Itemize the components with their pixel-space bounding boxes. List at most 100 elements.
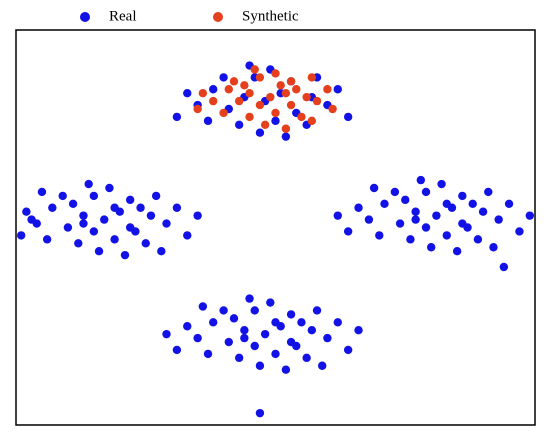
- point: [125, 223, 135, 232]
- point: [343, 112, 353, 122]
- point: [307, 326, 317, 335]
- legend-marker: [213, 12, 223, 22]
- point: [286, 77, 296, 86]
- point: [333, 211, 342, 220]
- point: [183, 322, 192, 331]
- point: [224, 85, 233, 94]
- point: [100, 215, 109, 224]
- point: [276, 81, 285, 90]
- point: [245, 112, 254, 122]
- point: [260, 120, 270, 129]
- point: [105, 183, 114, 193]
- legend: Real Synthetic: [80, 8, 299, 24]
- point: [323, 333, 332, 343]
- point: [146, 211, 156, 220]
- point: [281, 365, 291, 374]
- point: [250, 306, 259, 315]
- point: [84, 179, 93, 189]
- point: [255, 408, 265, 418]
- point: [68, 199, 78, 208]
- point: [395, 219, 405, 228]
- points: [16, 61, 535, 418]
- point: [266, 298, 275, 307]
- point: [411, 215, 420, 224]
- point: [494, 215, 503, 224]
- point: [151, 191, 161, 201]
- point: [292, 85, 301, 94]
- point: [234, 353, 244, 363]
- point: [219, 73, 228, 82]
- point: [229, 314, 239, 323]
- point: [468, 199, 477, 208]
- point: [421, 187, 431, 197]
- point: [343, 227, 353, 236]
- point: [333, 318, 342, 327]
- point: [421, 223, 431, 232]
- point: [58, 191, 67, 201]
- point: [120, 250, 130, 260]
- point: [245, 89, 254, 98]
- point: [297, 318, 306, 327]
- point: [94, 247, 104, 256]
- point: [48, 203, 57, 212]
- point: [432, 211, 441, 220]
- point: [484, 187, 493, 197]
- point: [271, 318, 280, 327]
- point: [136, 203, 145, 212]
- point: [255, 100, 265, 110]
- point: [16, 231, 26, 240]
- point: [281, 124, 291, 133]
- point: [328, 104, 337, 114]
- point: [255, 128, 265, 137]
- point: [380, 199, 389, 208]
- point: [489, 243, 498, 252]
- point: [390, 187, 400, 197]
- point: [255, 73, 265, 82]
- point: [333, 85, 342, 94]
- point: [234, 120, 244, 129]
- point: [411, 207, 420, 216]
- point: [318, 361, 327, 370]
- point: [401, 195, 410, 205]
- point: [198, 89, 208, 98]
- point: [209, 318, 218, 327]
- point: [437, 179, 446, 189]
- point: [209, 96, 218, 106]
- point: [172, 345, 182, 355]
- point: [416, 175, 426, 185]
- point: [172, 203, 182, 212]
- point: [172, 112, 182, 122]
- point: [307, 73, 317, 82]
- point: [193, 104, 202, 114]
- point: [240, 81, 249, 90]
- point: [79, 211, 88, 220]
- point: [74, 239, 83, 248]
- point: [89, 191, 99, 201]
- point: [406, 235, 415, 244]
- point: [286, 310, 296, 319]
- point: [354, 326, 363, 335]
- point: [302, 353, 311, 363]
- point: [162, 329, 171, 339]
- point: [504, 199, 514, 208]
- point: [473, 235, 483, 244]
- point: [250, 65, 259, 74]
- point: [307, 116, 317, 126]
- point: [286, 337, 296, 347]
- point: [240, 333, 249, 343]
- point: [250, 341, 259, 351]
- point: [312, 306, 322, 315]
- point: [219, 306, 228, 315]
- point: [183, 231, 192, 240]
- point: [209, 85, 218, 94]
- plot-frame: [15, 29, 536, 426]
- point: [224, 337, 233, 347]
- point: [312, 96, 322, 106]
- point: [219, 108, 228, 118]
- legend-label: Real: [109, 8, 137, 24]
- point: [240, 326, 249, 335]
- point: [229, 77, 239, 86]
- point: [375, 231, 384, 240]
- point: [245, 294, 254, 303]
